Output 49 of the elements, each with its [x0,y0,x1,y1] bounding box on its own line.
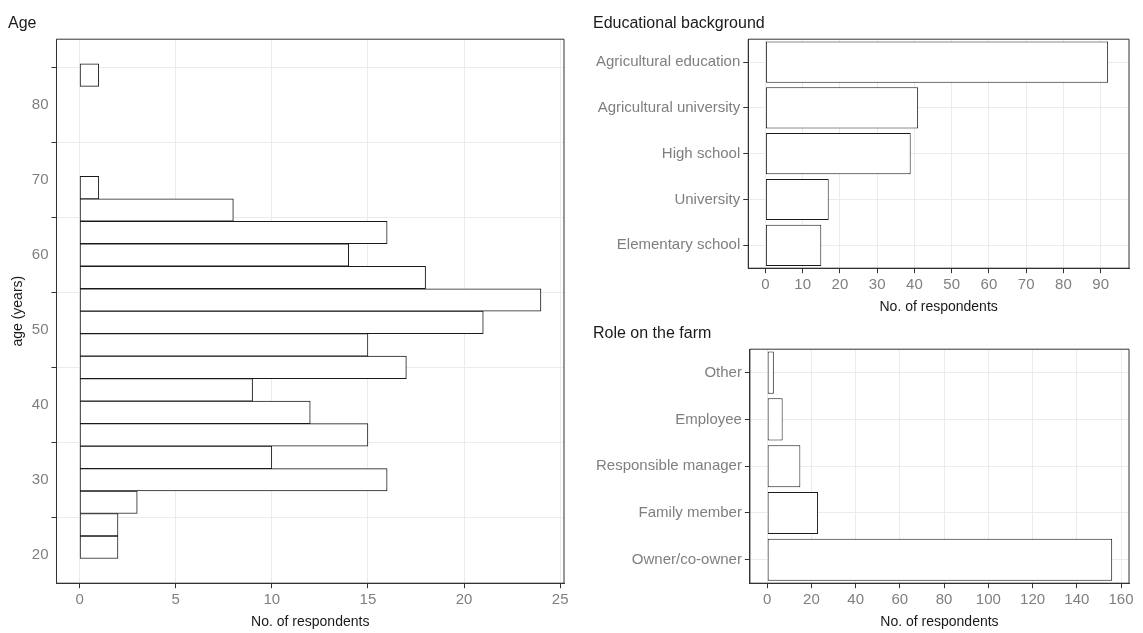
x-tick-label: 80 [1055,275,1072,293]
x-tick-label: 20 [455,590,473,608]
y-tick-label: Agricultural university [597,98,741,116]
x-tick-label: 10 [794,275,811,293]
x-tick-label: 60 [980,275,998,293]
x-tick-label: 30 [868,275,886,293]
x-tick-label: 80 [935,590,953,608]
y-tick-label: Agricultural education [595,52,741,70]
y-tick-label: Employee [675,409,742,427]
x-tick-label: 40 [906,275,923,293]
x-tick-label: 70 [1017,275,1035,293]
y-tick-label: 40 [31,395,49,412]
x-tick-label: 120 [1020,590,1046,608]
chart-title: Age [8,14,37,32]
x-tick-label: 0 [75,590,84,608]
chart-title: Role on the farm [593,324,712,342]
y-tick-label: 80 [31,95,49,113]
y-tick-label: High school [661,143,741,161]
y-tick-label: Other [704,362,742,380]
x-tick-label: 5 [171,590,180,608]
x-tick-label: 0 [763,590,772,608]
x-tick-label: 140 [1064,590,1090,608]
y-axis-title: age (years) [9,275,26,347]
y-tick-label: 70 [31,170,49,188]
y-tick-label: Elementary school [616,235,741,253]
chart-title: Educational background [593,14,765,32]
x-tick-label: 50 [943,275,961,293]
x-axis-title: No. of respondents [251,613,370,630]
x-tick-label: 60 [891,590,909,608]
x-tick-label: 0 [761,275,770,293]
x-axis-title: No. of respondents [880,613,999,630]
y-tick-label: Family member [638,503,742,521]
x-tick-label: 20 [803,590,820,608]
y-tick-label: Responsible manager [596,456,742,474]
x-tick-label: 90 [1092,275,1110,293]
x-tick-label: 25 [551,590,569,608]
x-tick-label: 10 [263,590,281,608]
x-tick-label: 20 [831,275,849,293]
y-tick-label: University [674,189,741,207]
x-tick-label: 100 [975,590,1001,608]
y-tick-label: 60 [31,245,49,263]
y-tick-label: Owner/co-owner [631,549,742,567]
y-tick-label: 30 [31,469,49,487]
x-tick-label: 15 [359,590,377,608]
x-tick-label: 40 [847,590,864,608]
x-axis-title: No. of respondents [879,298,998,315]
x-tick-label: 160 [1108,590,1134,608]
y-tick-label: 20 [31,544,49,562]
y-tick-label: 50 [31,320,49,338]
